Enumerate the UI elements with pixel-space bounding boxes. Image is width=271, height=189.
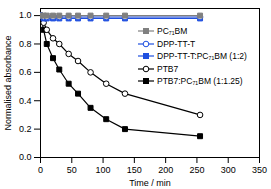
svg-text:0: 0 (38, 165, 43, 175)
html-text:DPP-TT-T:PC₇₁BM (1:2): DPP-TT-T:PC₇₁BM (1:2) (157, 51, 247, 62)
svg-text:300: 300 (221, 165, 236, 175)
html-text:PC₇₁BM: PC₇₁BM (157, 26, 188, 37)
svg-text:0.0: 0.0 (19, 152, 32, 162)
svg-text:Time / min: Time / min (129, 178, 171, 188)
svg-text:1.0: 1.0 (19, 10, 32, 20)
svg-text:100: 100 (96, 165, 111, 175)
svg-text:250: 250 (189, 165, 204, 175)
html-text:DPP-TT-T: DPP-TT-T (157, 38, 196, 49)
svg-text:Normalised absorbance: Normalised absorbance (3, 35, 13, 130)
svg-text:150: 150 (127, 165, 142, 175)
svg-text:0.8: 0.8 (19, 39, 32, 49)
html-text:PTB7: PTB7 (157, 63, 179, 74)
svg-text:50: 50 (67, 165, 77, 175)
svg-text:350: 350 (252, 165, 267, 175)
svg-text:0.2: 0.2 (19, 124, 32, 134)
svg-text:0.6: 0.6 (19, 67, 32, 77)
svg-text:0.4: 0.4 (19, 96, 32, 106)
html-text:PTB7:PC₇₁BM (1:1.25): PTB7:PC₇₁BM (1:1.25) (157, 76, 243, 87)
svg-text:200: 200 (158, 165, 173, 175)
